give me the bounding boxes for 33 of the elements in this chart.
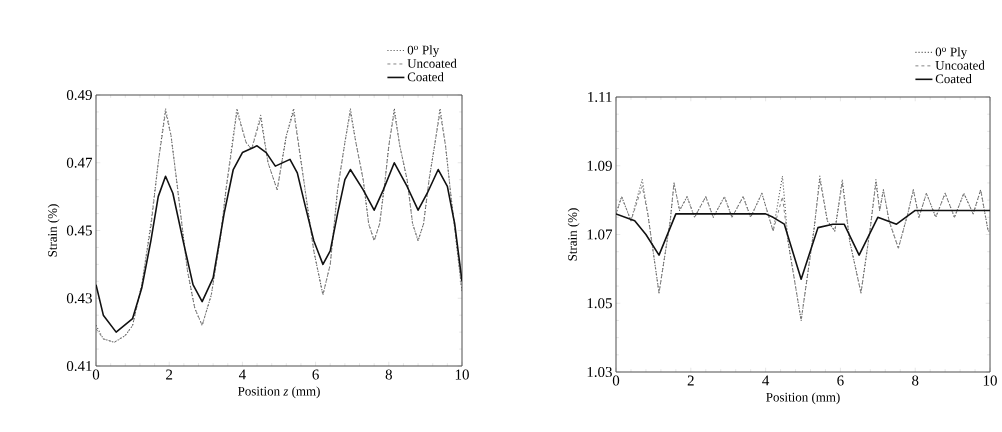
y-tick-label: 1.05 (587, 298, 612, 309)
y-tick-label: 0.41 (66, 360, 92, 372)
x-tick-label: 6 (837, 375, 844, 386)
y-tick-label: 0.49 (66, 89, 92, 101)
x-tick-label: 8 (912, 375, 919, 386)
y-tick-label: 0.45 (66, 225, 92, 236)
x-axis-title: Position z (mm) (238, 386, 320, 399)
y-axis-title: Strain (%) (567, 208, 580, 261)
y-tick-label: 1.11 (588, 91, 612, 103)
x-tick-label: 2 (687, 375, 694, 386)
legend-label: Coated (407, 72, 444, 82)
y-axis-title: Strain (%) (47, 204, 60, 257)
y-tick-label: 1.03 (587, 366, 612, 378)
x-tick-label: 8 (385, 369, 392, 380)
y-tick-label: 1.09 (587, 160, 612, 171)
y-tick-label: 0.43 (66, 293, 92, 304)
y-tick-label: 1.07 (587, 229, 613, 240)
legend-label: 0$^{o}$ Ply (935, 47, 968, 59)
legend-label: Uncoated (935, 60, 985, 70)
x-tick-label: 0 (92, 369, 100, 380)
y-tick-label: 0.47 (66, 157, 93, 168)
x-tick-label: 4 (762, 375, 770, 386)
legend-label: 0$^{o}$ Ply (407, 45, 440, 58)
x-tick-label: 10 (983, 375, 997, 386)
x-tick-label: 6 (312, 369, 319, 380)
x-tick-label: 4 (238, 369, 246, 380)
x-tick-label: 10 (455, 369, 469, 380)
line-series (96, 145, 463, 333)
legend-label: Coated (935, 74, 972, 84)
x-tick-label: 2 (166, 369, 173, 380)
x-axis-title: Position (mm) (766, 392, 840, 405)
legend-label: Uncoated (407, 58, 457, 68)
x-tick-label: 0 (612, 375, 620, 386)
